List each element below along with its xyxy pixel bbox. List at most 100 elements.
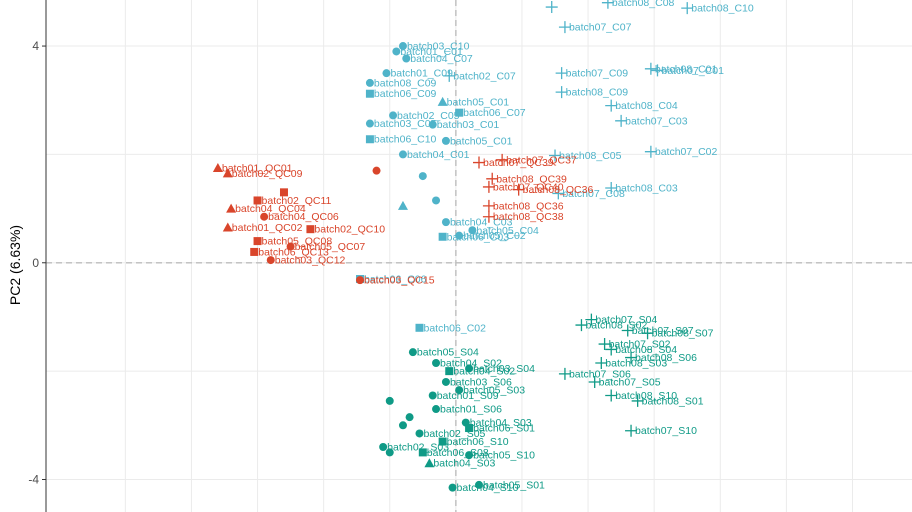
control-point (651, 64, 664, 77)
qc-point (250, 247, 259, 256)
sample-point-label: batch02_S05 (424, 428, 486, 440)
sample-point (621, 324, 634, 337)
sample-point-label: batch08_S01 (642, 395, 704, 407)
control-point (555, 67, 568, 80)
qc-point-label: batch04_QC06 (268, 211, 339, 223)
control-point (365, 78, 374, 87)
sample-point-label: batch04_S10 (457, 482, 519, 494)
control-point-label: batch08_C05 (559, 150, 622, 162)
sample-point (598, 338, 611, 351)
control-point-label: batch04_C03 (450, 217, 513, 229)
control-point-label: batch06_C09 (374, 88, 437, 100)
control-point (397, 200, 408, 210)
sample-point-label: batch03_S06 (450, 376, 512, 388)
qc-point-label: batch02_QC10 (314, 224, 385, 236)
control-point-label: batch07_C01 (661, 65, 724, 77)
qc-point (473, 156, 485, 169)
control-point (455, 231, 464, 240)
sample-point (448, 483, 457, 492)
sample-point (441, 377, 450, 386)
control-point-label: batch08_C03 (615, 183, 678, 195)
qc-point (482, 199, 495, 212)
qc-point (222, 168, 233, 178)
y-tick-label: 0 (32, 256, 39, 270)
control-point-label: batch06_C06 (364, 274, 427, 286)
plot-frame (45, 0, 47, 512)
control-point (552, 187, 565, 200)
sample-point (438, 437, 447, 446)
qc-point-label: batch02_QC11 (262, 195, 332, 207)
qc-point (253, 237, 262, 246)
y-axis-title: PC2 (6.63%) (7, 225, 23, 305)
qc-point (253, 196, 262, 205)
sample-point-label: batch05_S03 (463, 385, 525, 397)
sample-point (379, 442, 388, 451)
control-point-label: batch04_C01 (407, 149, 470, 161)
control-point (441, 218, 450, 227)
qc-point (286, 242, 295, 251)
sample-point-label: batch08_S07 (652, 328, 714, 340)
control-point-label: batch06_C02 (424, 322, 487, 334)
sample-point (385, 448, 394, 457)
control-point (443, 69, 456, 82)
control-point-label: batch08_C08 (612, 0, 675, 9)
sample-point-label: batch04_S03 (433, 458, 495, 470)
qc-point (372, 166, 381, 175)
sample-point-label: batch04_S02 (453, 366, 515, 378)
qc-point (482, 210, 495, 223)
sample-point (625, 424, 638, 437)
sample-point-label: batch06_S01 (473, 423, 535, 435)
control-point-label: batch02_C07 (453, 70, 516, 82)
control-point-label: batch04_C07 (410, 53, 473, 65)
sample-point (465, 451, 474, 460)
qc-point (512, 183, 525, 196)
control-point (681, 2, 694, 15)
control-point (389, 111, 398, 120)
sample-point (415, 429, 424, 438)
control-point (644, 62, 657, 75)
control-point (545, 1, 558, 14)
sample-point (418, 448, 427, 457)
control-point-label: batch08_C04 (615, 100, 678, 112)
control-point (365, 135, 374, 144)
qc-point-label: batch03_QC15 (364, 275, 435, 287)
control-point (398, 150, 407, 159)
sample-point (432, 405, 441, 414)
sample-point (595, 357, 608, 370)
control-point-label: batch06_C03 (447, 231, 510, 243)
sample-point-label: batch08_S02 (585, 320, 647, 332)
qc-point-label: batch02_QC09 (232, 168, 303, 180)
control-point-label: batch07_C03 (625, 115, 688, 127)
sample-point-label: batch05_S04 (417, 347, 479, 359)
sample-point-label: batch06_S10 (447, 436, 509, 448)
qc-point (486, 172, 499, 185)
control-point (382, 69, 391, 78)
control-point (549, 149, 562, 162)
qc-point-label: batch08_QC36 (523, 184, 594, 196)
control-point-label: batch07_C07 (569, 22, 632, 34)
sample-point-label: batch07_S04 (595, 314, 657, 326)
control-point (418, 172, 427, 181)
control-point-label: batch01_C09 (390, 68, 453, 80)
control-point-label: batch07_C08 (562, 188, 625, 200)
sample-point-label: batch04_S02 (440, 358, 502, 370)
sample-point (385, 396, 394, 405)
sample-point (424, 458, 435, 468)
qc-point-label: batch08_QC38 (493, 211, 564, 223)
control-point (468, 226, 477, 235)
y-axis: 4 0 -4 (28, 39, 46, 486)
sample-point (408, 348, 417, 357)
control-point-label: batch08_C01 (655, 63, 718, 75)
sample-point-label: batch07_S10 (635, 425, 697, 437)
sample-point (428, 391, 437, 400)
control-point-label: batch03_C05 (374, 118, 437, 130)
control-point (605, 182, 618, 195)
control-point-label: batch06_C10 (374, 134, 437, 146)
control-point-label: batch08_C10 (691, 3, 754, 15)
control-point (437, 96, 448, 106)
sample-point-label: batch05_S01 (483, 479, 545, 491)
qc-point (356, 276, 365, 285)
qc-point (266, 256, 275, 265)
sample-point-label: batch08_S06 (635, 352, 697, 364)
